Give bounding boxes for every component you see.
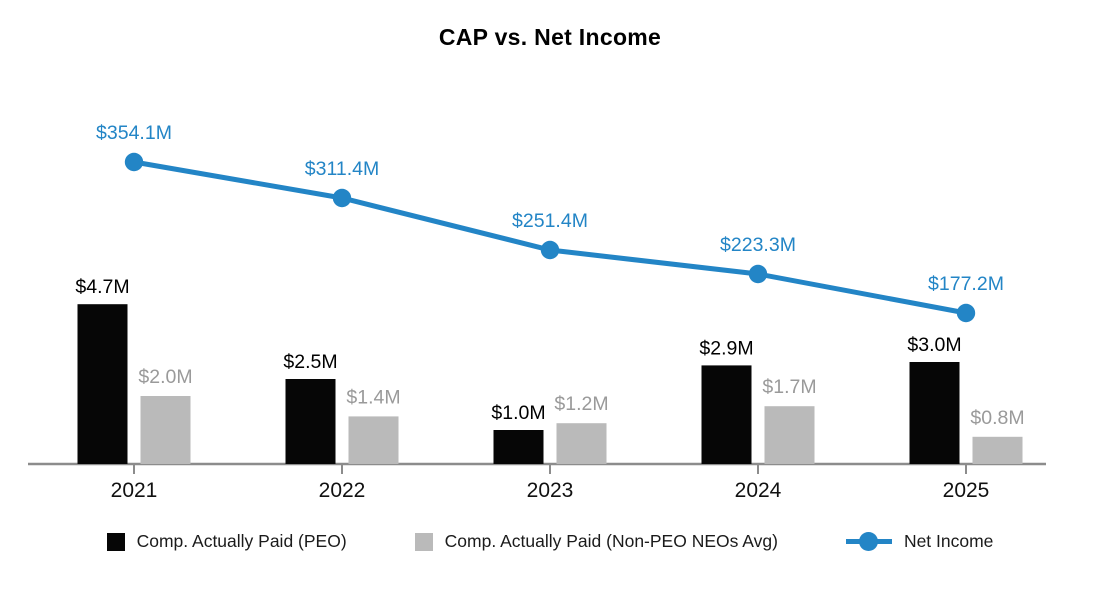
net-income-value-label: $311.4M [305,158,379,180]
bar-value-label: $4.7M [75,276,129,298]
bar-value-label: $1.0M [491,402,545,424]
net-income-point [748,264,768,284]
bar-value-label: $1.2M [554,393,608,415]
bar-cap-peo [77,304,128,464]
net-income-point [540,240,560,260]
legend-label-net-income: Net Income [903,531,994,551]
legend: Comp. Actually Paid (PEO) Comp. Actually… [0,531,1100,552]
bar-value-label: $0.8M [970,407,1024,429]
legend-label-cap-peo: Comp. Actually Paid (PEO) [136,531,347,551]
chart-plot: 2021 2022 2023 2024 2025 $4.7M $2.5M $1.0M $2.9M… [28,122,1046,502]
line-marker-swatch-icon [845,532,892,552]
net-income-value-label: $223.3M [720,234,796,256]
bar-value-label: $2.5M [283,351,337,373]
bar-cap-non-peo [140,396,191,464]
black-square-swatch-icon [106,532,125,551]
net-income-line [131,159,969,316]
bar-cap-non-peo [556,423,607,464]
x-axis-label: 2021 [111,479,158,502]
net-income-point [956,303,976,323]
bar-cap-peo [701,365,752,464]
gray-square-swatch-icon [414,532,433,551]
bar-value-label: $1.7M [762,376,816,398]
legend-item-cap-non-peo: Comp. Actually Paid (Non-PEO NEOs Avg) [414,531,778,552]
legend-label-cap-non-peo: Comp. Actually Paid (Non-PEO NEOs Avg) [444,531,778,551]
x-axis-label: 2023 [527,479,574,502]
bar-cap-non-peo [348,416,399,464]
x-axis-label: 2022 [319,479,366,502]
legend-item-cap-peo: Comp. Actually Paid (PEO) [106,531,347,552]
net-income-value-label: $354.1M [96,122,172,144]
net-income-value-label: $251.4M [512,210,588,232]
bar-value-label: $2.9M [699,337,753,359]
net-income-point [124,152,144,172]
bar-value-label: $3.0M [907,334,961,356]
bar-cap-non-peo [972,436,1023,464]
bar-cap-non-peo [764,406,815,464]
x-axis-label: 2025 [943,479,990,502]
bar-value-label: $2.0M [138,366,192,388]
chart-title: CAP vs. Net Income [438,24,662,50]
bar-value-label: $1.4M [346,386,400,408]
net-income-point [332,188,352,208]
bar-cap-peo [493,430,544,464]
net-income-value-label: $177.2M [928,273,1004,295]
x-axis-label: 2024 [735,479,782,502]
bar-cap-peo [285,379,336,464]
bar-cap-peo [909,362,960,464]
legend-item-net-income: Net Income [845,531,994,552]
